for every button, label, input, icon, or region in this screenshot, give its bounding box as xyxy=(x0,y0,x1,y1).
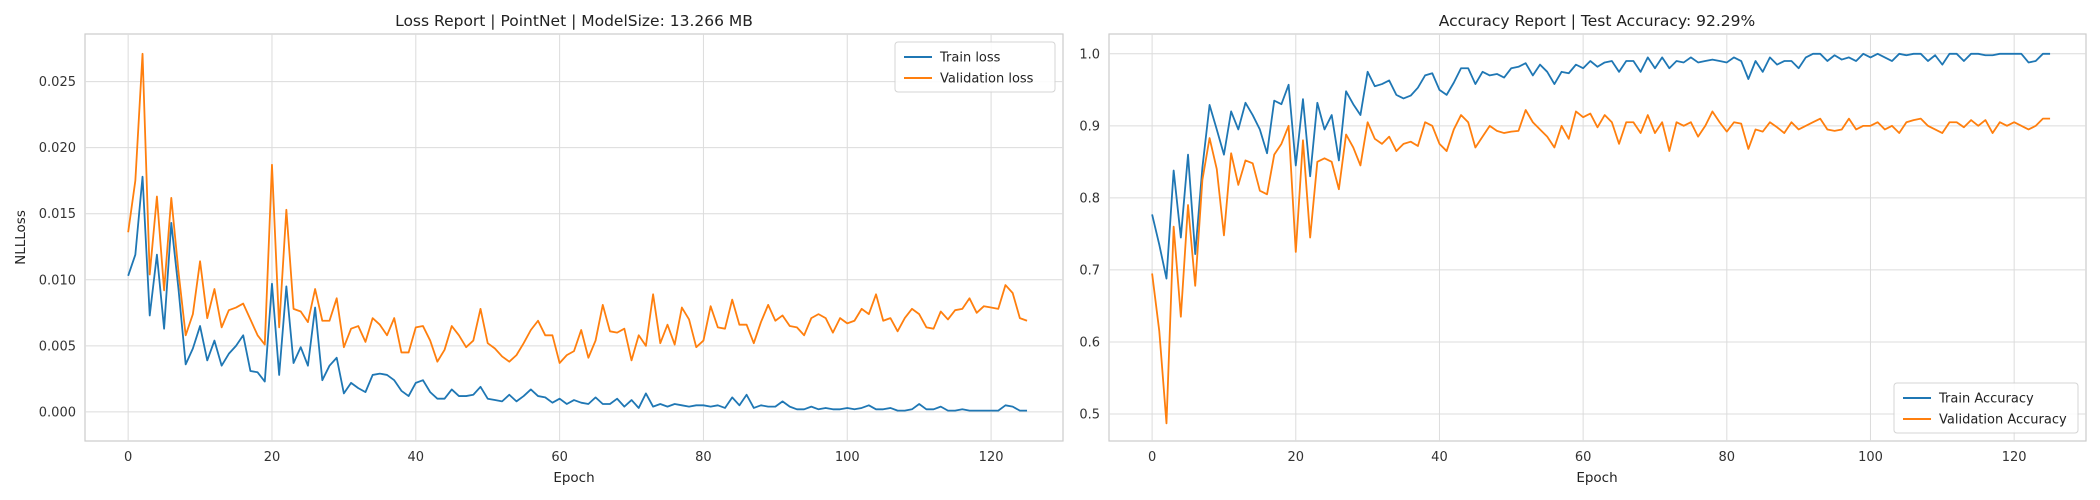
accuracy-legend-frame xyxy=(1893,382,2079,434)
loss-y-tick-label: 0.005 xyxy=(39,339,76,354)
accuracy-y-tick-label: 0.9 xyxy=(1079,119,1100,134)
loss-series-train-line xyxy=(127,175,1028,412)
loss-x-tick-label: 0 xyxy=(124,450,132,465)
loss-x-tick-label: 100 xyxy=(835,450,860,465)
accuracy-y-tick-label: 0.8 xyxy=(1079,191,1100,206)
loss-chart: 0 20 40 60 80 100 120 0.000 0.005 0.010 0.015 0.020… xyxy=(13,12,1064,486)
loss-y-tick-label: 0.000 xyxy=(39,405,76,420)
accuracy-x-tick-label: 40 xyxy=(1431,450,1448,465)
accuracy-plot-area xyxy=(1108,33,2087,442)
accuracy-x-tick-label: 80 xyxy=(1719,450,1736,465)
loss-y-tick-label: 0.010 xyxy=(39,273,76,288)
accuracy-legend-label: Validation Accuracy xyxy=(1939,413,2067,428)
accuracy-y-tick-label: 0.6 xyxy=(1079,335,1100,350)
accuracy-x-tick-label: 60 xyxy=(1575,450,1592,465)
accuracy-legend: Train Accuracy Validation Accuracy xyxy=(1893,382,2079,434)
loss-legend-frame xyxy=(894,41,1056,93)
loss-gridlines xyxy=(85,34,1063,441)
loss-x-tick-label: 60 xyxy=(551,450,568,465)
accuracy-series-validation-line xyxy=(1151,109,2051,425)
accuracy-y-tick-label: 0.5 xyxy=(1079,407,1100,422)
loss-tick-labels: 0 20 40 60 80 100 120 0.000 0.005 0.010 0.015 0.020… xyxy=(39,75,1004,465)
accuracy-y-tick-label: 1.0 xyxy=(1079,47,1100,62)
loss-x-tick-label: 20 xyxy=(264,450,281,465)
loss-legend: Train loss Validation loss xyxy=(894,41,1056,93)
loss-series xyxy=(127,52,1028,412)
accuracy-series xyxy=(1151,52,2051,425)
loss-series-validation-line xyxy=(127,52,1028,364)
loss-x-tick-label: 80 xyxy=(695,450,712,465)
accuracy-x-tick-label: 120 xyxy=(2002,450,2027,465)
accuracy-chart: 0 20 40 60 80 100 120 0.5 0.6 0.7 0.8 0.9 1.0 Accura… xyxy=(1079,12,2087,486)
loss-chart-title: Loss Report | PointNet | ModelSize: 13.2… xyxy=(395,12,753,30)
loss-plot-area xyxy=(84,33,1064,442)
loss-x-tick-label: 120 xyxy=(979,450,1004,465)
accuracy-x-tick-label: 0 xyxy=(1148,450,1156,465)
accuracy-x-tick-label: 20 xyxy=(1288,450,1305,465)
loss-x-tick-label: 40 xyxy=(408,450,425,465)
accuracy-series-train-line xyxy=(1151,52,2051,280)
loss-y-axis-label: NLLLoss xyxy=(13,210,29,265)
accuracy-chart-title: Accuracy Report | Test Accuracy: 92.29% xyxy=(1439,12,1756,30)
accuracy-tick-labels: 0 20 40 60 80 100 120 0.5 0.6 0.7 0.8 0.9 1.0 xyxy=(1079,47,2026,465)
accuracy-x-axis-label: Epoch xyxy=(1576,470,1617,486)
loss-x-axis-label: Epoch xyxy=(553,470,594,486)
accuracy-y-tick-label: 0.7 xyxy=(1079,263,1100,278)
loss-y-tick-label: 0.015 xyxy=(39,207,76,222)
accuracy-legend-label: Train Accuracy xyxy=(1938,392,2034,407)
loss-legend-label: Train loss xyxy=(939,51,1001,66)
loss-y-tick-label: 0.025 xyxy=(39,75,76,90)
loss-legend-label: Validation loss xyxy=(940,72,1034,87)
accuracy-x-tick-label: 100 xyxy=(1858,450,1883,465)
loss-y-tick-label: 0.020 xyxy=(39,141,76,156)
